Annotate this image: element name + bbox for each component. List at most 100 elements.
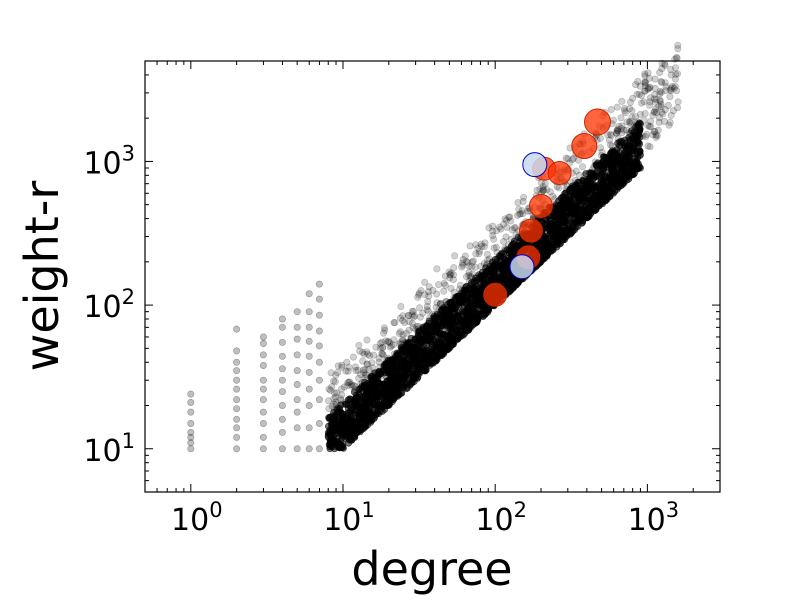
data-point <box>637 121 645 129</box>
data-point <box>347 419 355 427</box>
data-point <box>398 340 406 348</box>
highlight-point-red <box>529 193 553 218</box>
data-point <box>508 285 516 293</box>
data-point <box>513 236 521 244</box>
data-point <box>347 381 355 389</box>
data-point <box>612 129 620 137</box>
data-point <box>414 328 422 336</box>
data-point <box>641 70 649 78</box>
data-point <box>278 388 286 396</box>
data-point <box>325 405 333 413</box>
data-point <box>631 163 639 171</box>
data-point <box>490 244 498 252</box>
data-point <box>667 87 675 95</box>
data-point <box>451 323 459 331</box>
data-point <box>457 308 465 316</box>
data-point <box>423 336 431 344</box>
data-point <box>644 85 652 93</box>
data-point <box>673 54 681 62</box>
data-point <box>622 158 630 166</box>
data-point <box>376 344 384 352</box>
data-point <box>669 107 677 115</box>
data-point <box>358 378 366 386</box>
y-tick-label-exponent: 2 <box>122 285 135 309</box>
data-point <box>473 291 481 299</box>
data-point <box>629 94 637 102</box>
data-point <box>408 359 416 367</box>
data-point <box>359 348 367 356</box>
data-point <box>259 339 267 347</box>
data-point <box>447 284 455 292</box>
data-point <box>656 69 664 77</box>
data-point <box>533 186 541 194</box>
data-point <box>621 136 629 144</box>
data-point <box>358 404 366 412</box>
data-point <box>414 322 422 330</box>
data-point <box>354 366 362 374</box>
data-point <box>441 281 449 289</box>
data-point <box>187 398 195 406</box>
data-point <box>378 350 386 358</box>
y-tick-label: 101 <box>83 429 135 469</box>
data-point <box>664 102 672 110</box>
data-point <box>187 408 195 416</box>
data-point <box>395 372 403 380</box>
data-point <box>327 438 335 446</box>
data-point <box>449 329 457 337</box>
data-point <box>461 252 469 260</box>
data-point <box>608 161 616 169</box>
y-tick-label: 102 <box>83 285 135 325</box>
data-point <box>485 255 493 263</box>
data-point <box>370 413 378 421</box>
data-point <box>549 234 557 242</box>
data-point <box>334 368 342 376</box>
data-point <box>642 133 650 141</box>
data-point <box>589 165 597 173</box>
highlight-point-red <box>519 218 543 243</box>
data-point <box>477 262 485 270</box>
highlight-point-red <box>584 108 611 136</box>
data-point <box>449 315 457 323</box>
data-point <box>545 227 553 235</box>
data-point <box>626 117 634 125</box>
data-point <box>278 323 286 331</box>
data-point <box>557 223 565 231</box>
data-point <box>315 358 323 366</box>
data-point <box>293 396 301 404</box>
data-point <box>465 271 473 279</box>
data-point <box>278 445 286 453</box>
data-point <box>425 327 433 335</box>
data-point <box>315 311 323 319</box>
data-point <box>315 419 323 427</box>
data-point <box>595 174 603 182</box>
data-point <box>471 298 479 306</box>
data-point <box>422 347 430 355</box>
data-point <box>305 368 313 376</box>
data-point <box>233 358 241 366</box>
data-point <box>278 352 286 360</box>
data-point <box>259 419 267 427</box>
highlight-point-red <box>571 133 598 159</box>
data-point <box>468 258 476 266</box>
data-point <box>293 323 301 331</box>
data-point <box>446 309 454 317</box>
data-point <box>305 401 313 409</box>
data-point <box>636 152 644 160</box>
data-point <box>293 408 301 416</box>
data-point <box>363 371 371 379</box>
data-point <box>187 439 195 447</box>
data-point <box>305 323 313 331</box>
data-point <box>233 445 241 453</box>
x-tick-label-base: 10 <box>628 503 666 538</box>
data-point <box>440 287 448 295</box>
data-point <box>485 276 493 284</box>
data-point <box>472 241 480 249</box>
data-point <box>408 311 416 319</box>
data-point <box>651 84 659 92</box>
data-point <box>349 353 357 361</box>
data-point <box>424 297 432 305</box>
data-point <box>414 293 422 301</box>
data-point <box>417 287 425 295</box>
x-tick-label: 100 <box>171 498 223 538</box>
data-point <box>341 399 349 407</box>
